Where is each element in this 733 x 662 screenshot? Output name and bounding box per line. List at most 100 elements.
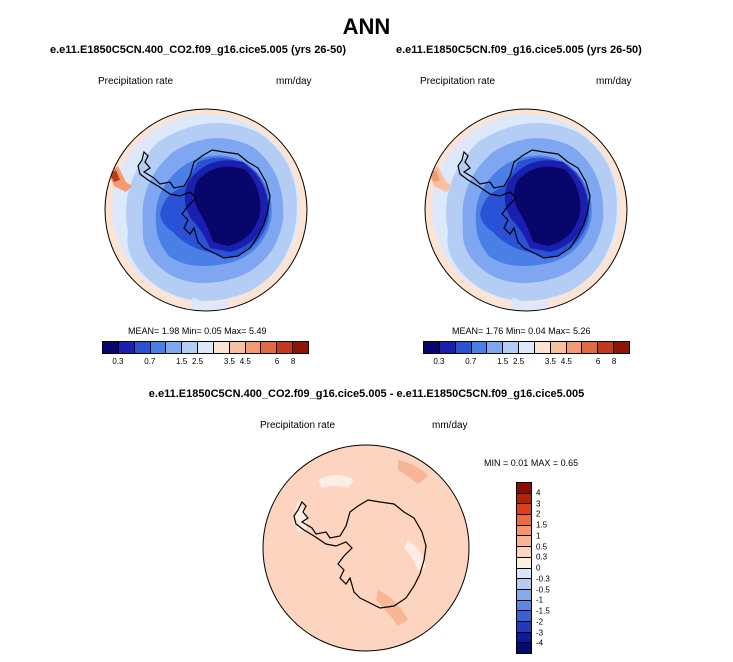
panel-2-coastline [457,149,591,259]
panel-2-map-border [424,108,628,312]
colorbar-tick-label: 0.3 [433,357,445,366]
colorbar-tick-label: 2.5 [512,357,525,366]
colorbar-swatch [182,342,199,353]
colorbar-tick-label: 0.7 [144,357,156,366]
panel-2-max-label: Max= [548,326,571,336]
diff-min-label: MIN = [484,458,509,468]
colorbar-swatch [229,342,246,353]
colorbar-tick-label: 0.7 [465,357,477,366]
colorbar-swatch [424,342,440,353]
panel-2-colorbar-strip [423,341,630,354]
colorbar-tick-label: 4.5 [560,357,572,366]
colorbar-swatch [213,342,230,353]
diff-map [262,444,470,652]
colorbar-tick-label: 1 [536,531,541,541]
colorbar-tick-label: 8 [290,357,296,366]
panel-1-colorbar-strip [102,341,309,354]
colorbar-swatch [582,342,599,353]
colorbar-swatch [517,525,531,537]
panel-1-variable-label: Precipitation rate [98,76,174,87]
colorbar-swatch [517,568,531,580]
panel-2-colorbar-ticks: 0.3 0.7 1.5 2.5 3.5 4.5 6 8 [423,354,630,366]
colorbar-tick-label: 1.5 [536,520,548,530]
colorbar-swatch [166,342,183,353]
colorbar-tick-label: 0.3 [112,357,124,366]
colorbar-tick-label: 6 [274,357,280,366]
panel-2-variable-label: Precipitation rate [420,76,496,87]
colorbar-tick-label: 2.5 [191,357,204,366]
colorbar-swatch [471,342,488,353]
diff-stats: MIN = 0.01 MAX = 0.65 [484,458,578,468]
colorbar-swatch [517,515,531,526]
colorbar-tick-label: 3.5 [544,357,556,366]
colorbar-tick-label: 1.5 [497,357,509,366]
panel-2-map [424,108,628,312]
panel-1-title: e.e11.E1850C5CN.400_CO2.f09_g16.cice5.00… [50,44,346,56]
panel-1-min-value: 0.05 [204,326,222,336]
panel-1-mean-label: MEAN= [128,326,160,336]
colorbar-swatch [517,632,531,644]
panel-1-units-label: mm/day [276,76,312,87]
colorbar-tick-label: 4.5 [239,357,251,366]
panel-1-map [104,108,308,312]
colorbar-swatch [517,600,531,612]
panel-2-mean-label: MEAN= [452,326,484,336]
colorbar-swatch [277,342,294,353]
colorbar-swatch [517,493,531,505]
colorbar-tick-label: 4 [536,488,541,498]
colorbar-tick-label: -3 [536,628,544,637]
colorbar-swatch [517,483,531,494]
panel-1-colorbar-ticks: 0.3 0.7 1.5 2.5 3.5 4.5 6 8 [102,354,309,366]
diff-units-label: mm/day [432,420,468,431]
colorbar-swatch [534,342,551,353]
panel-1-max-value: 5.49 [248,326,267,336]
colorbar-swatch [455,342,472,353]
panel-2-colorbar: 0.3 0.7 1.5 2.5 3.5 4.5 6 8 [423,341,630,366]
colorbar-swatch [566,342,583,353]
colorbar-swatch [198,342,214,353]
colorbar-tick-label: -0.5 [536,585,550,594]
colorbar-swatch [261,342,278,353]
colorbar-swatch [517,643,531,653]
panel-1-coastline [137,149,271,259]
colorbar-swatch [550,342,567,353]
panel-1-mean-value: 1.98 [161,326,180,336]
colorbar-tick-label: 1.5 [176,357,188,366]
colorbar-swatch [517,611,531,622]
panel-1-stats: MEAN= 1.98 Min= 0.05 Max= 5.49 [128,326,266,336]
panel-2-title: e.e11.E1850C5CN.f09_g16.cice5.005 (yrs 2… [396,44,642,56]
colorbar-swatch [598,342,615,353]
colorbar-swatch [517,557,531,569]
panel-2-units-label: mm/day [596,76,632,87]
colorbar-tick-label: 3.5 [223,357,235,366]
colorbar-swatch [517,504,531,516]
colorbar-swatch [517,589,531,601]
panel-2-stats: MEAN= 1.76 Min= 0.04 Max= 5.26 [452,326,590,336]
diff-min-value: 0.01 [510,458,529,468]
page-title: ANN [342,14,391,39]
colorbar-tick-label: -0.3 [536,574,550,584]
diff-variable-label: Precipitation rate [260,420,336,431]
diff-title: e.e11.E1850C5CN.400_CO2.f09_g16.cice5.00… [148,388,585,400]
panel-1-min-label: Min= [181,326,202,336]
diff-colorbar-strip [516,482,532,654]
colorbar-swatch [103,342,119,353]
colorbar-tick-label: 3 [536,499,541,508]
colorbar-swatch [517,621,531,633]
colorbar-tick-label: 0.3 [536,552,548,562]
colorbar-tick-label: -1 [536,595,544,605]
diff-coastline [293,499,427,609]
colorbar-tick-label: 0.5 [536,542,548,551]
panel-2-min-label: Min= [505,326,526,336]
diff-map-border [262,444,470,652]
colorbar-tick-label: 2 [536,509,541,519]
colorbar-tick-label: -4 [536,638,544,648]
colorbar-swatch [517,547,531,558]
colorbar-swatch [150,342,167,353]
colorbar-tick-label: -1.5 [536,606,550,616]
panel-2-max-value: 5.26 [572,326,591,336]
colorbar-tick-label: 0 [536,563,541,573]
colorbar-swatch [517,579,531,590]
panel-1-max-label: Max= [224,326,247,336]
panel-1-colorbar: 0.3 0.7 1.5 2.5 3.5 4.5 6 8 [102,341,309,366]
